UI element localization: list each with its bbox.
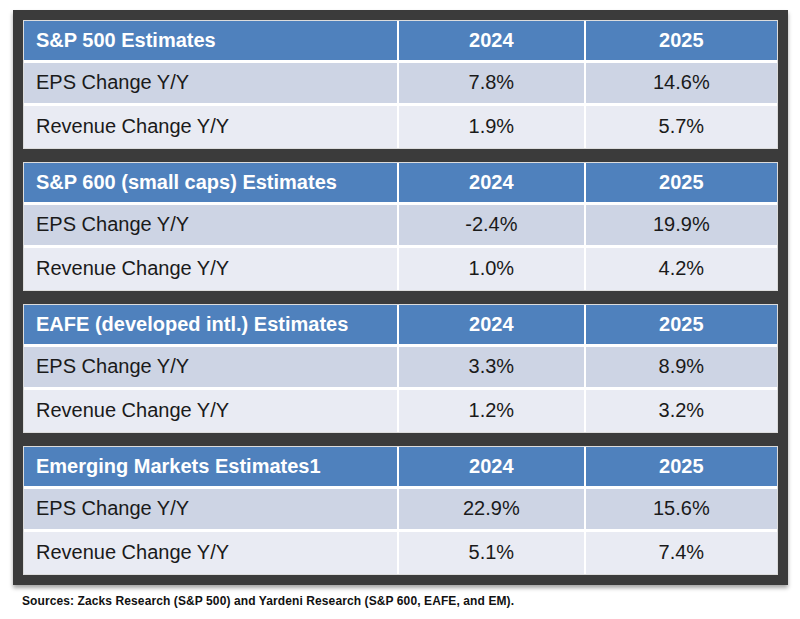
- tables-frame: S&P 500 Estimates 2024 2025 EPS Change Y…: [13, 10, 788, 585]
- table-title: Emerging Markets Estimates1: [24, 447, 399, 489]
- value-eps-2024: 22.9%: [399, 489, 586, 531]
- value-revenue-2025: 5.7%: [586, 106, 777, 148]
- estimates-table-sp600: S&P 600 (small caps) Estimates 2024 2025…: [23, 162, 778, 291]
- estimates-table-sp500: S&P 500 Estimates 2024 2025 EPS Change Y…: [23, 20, 778, 149]
- col-header-2024: 2024: [399, 21, 586, 63]
- value-revenue-2025: 3.2%: [586, 390, 777, 432]
- sources-note: Sources: Zacks Research (S&P 500) and Ya…: [22, 594, 800, 608]
- value-revenue-2025: 7.4%: [586, 532, 777, 574]
- row-label-revenue: Revenue Change Y/Y: [24, 532, 399, 574]
- row-label-eps: EPS Change Y/Y: [24, 205, 399, 247]
- estimates-table-emerging-markets: Emerging Markets Estimates1 2024 2025 EP…: [23, 446, 778, 575]
- col-header-2025: 2025: [586, 447, 777, 489]
- row-label-revenue: Revenue Change Y/Y: [24, 106, 399, 148]
- table-title: S&P 600 (small caps) Estimates: [24, 163, 399, 205]
- value-eps-2024: 3.3%: [399, 347, 586, 389]
- value-revenue-2025: 4.2%: [586, 248, 777, 290]
- col-header-2025: 2025: [586, 21, 777, 63]
- col-header-2024: 2024: [399, 447, 586, 489]
- row-label-revenue: Revenue Change Y/Y: [24, 390, 399, 432]
- value-revenue-2024: 5.1%: [399, 532, 586, 574]
- col-header-2025: 2025: [586, 305, 777, 347]
- table-title: EAFE (developed intl.) Estimates: [24, 305, 399, 347]
- value-eps-2024: 7.8%: [399, 63, 586, 105]
- value-revenue-2024: 1.2%: [399, 390, 586, 432]
- value-eps-2025: 15.6%: [586, 489, 777, 531]
- row-label-eps: EPS Change Y/Y: [24, 489, 399, 531]
- row-label-revenue: Revenue Change Y/Y: [24, 248, 399, 290]
- col-header-2024: 2024: [399, 305, 586, 347]
- value-eps-2025: 14.6%: [586, 63, 777, 105]
- col-header-2024: 2024: [399, 163, 586, 205]
- value-eps-2025: 8.9%: [586, 347, 777, 389]
- table-title: S&P 500 Estimates: [24, 21, 399, 63]
- value-revenue-2024: 1.9%: [399, 106, 586, 148]
- value-revenue-2024: 1.0%: [399, 248, 586, 290]
- value-eps-2024: -2.4%: [399, 205, 586, 247]
- value-eps-2025: 19.9%: [586, 205, 777, 247]
- row-label-eps: EPS Change Y/Y: [24, 347, 399, 389]
- col-header-2025: 2025: [586, 163, 777, 205]
- estimates-table-eafe: EAFE (developed intl.) Estimates 2024 20…: [23, 304, 778, 433]
- row-label-eps: EPS Change Y/Y: [24, 63, 399, 105]
